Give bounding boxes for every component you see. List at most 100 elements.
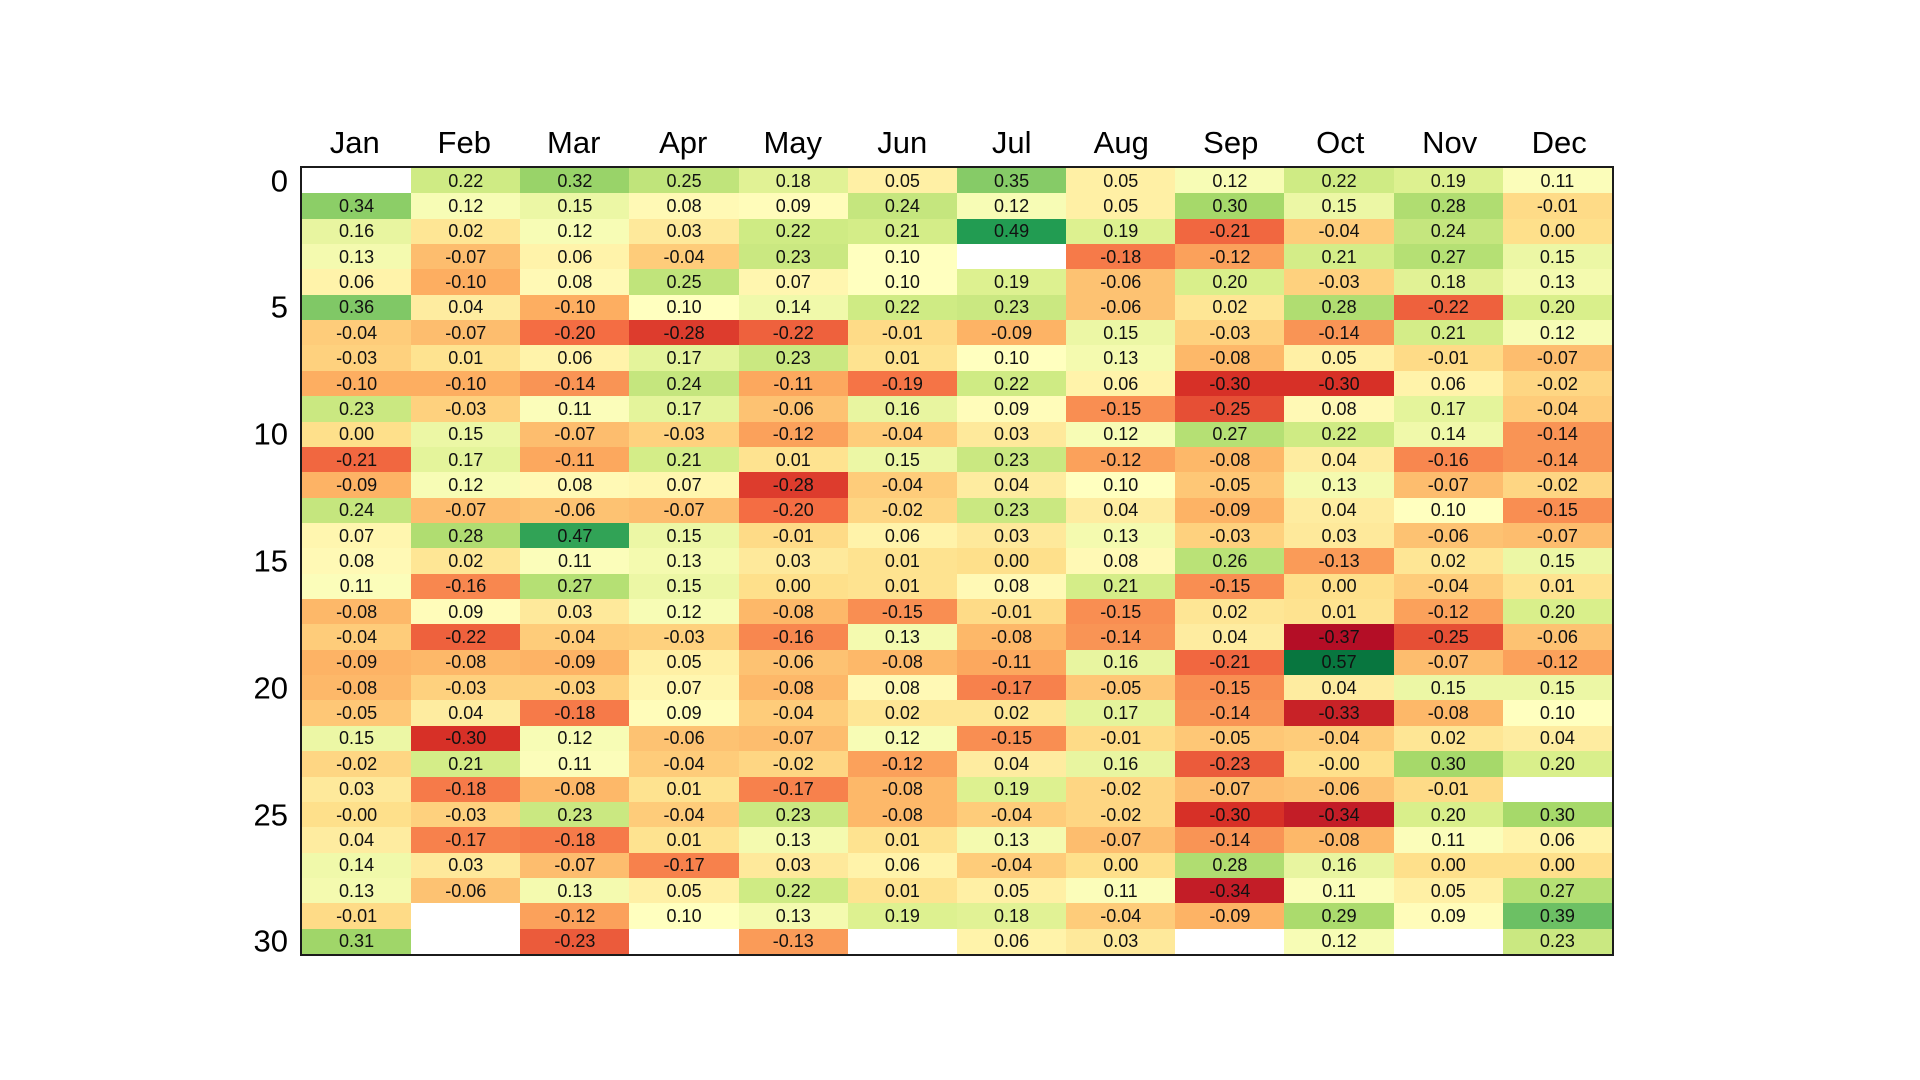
heatmap-cell: 0.11	[520, 751, 630, 777]
heatmap-cell: 0.19	[956, 776, 1067, 802]
heatmap-cell: -0.01	[847, 320, 957, 346]
heatmap-cell: 0.23	[1502, 928, 1612, 954]
heatmap-cell: -0.18	[520, 700, 630, 726]
heatmap-cell: 0.03	[520, 599, 630, 625]
heatmap-cell: 0.09	[956, 396, 1067, 422]
heatmap-cell: -0.14	[1502, 421, 1612, 447]
heatmap-cell: 0.03	[629, 218, 739, 245]
heatmap-cell: -0.11	[520, 446, 630, 473]
heatmap-cell: 0.04	[1066, 497, 1176, 523]
heatmap-cell: -0.08	[1284, 827, 1394, 853]
heatmap-cell: -0.03	[411, 801, 521, 828]
heatmap-cell: 0.27	[520, 573, 630, 600]
y-axis-label-30: 30	[253, 923, 288, 959]
heatmap-cell: 0.13	[1502, 269, 1612, 295]
heatmap-cell: -0.21	[302, 446, 412, 473]
heatmap-cell: -0.03	[1175, 522, 1285, 549]
heatmap-cell: 0.15	[1284, 193, 1394, 219]
heatmap-cell: 0.17	[629, 345, 739, 371]
heatmap-cell: -0.12	[1393, 599, 1503, 625]
heatmap-cell: 0.12	[1502, 320, 1612, 346]
heatmap-cell: 0.13	[629, 548, 739, 574]
heatmap-cell: 0.13	[520, 877, 630, 904]
heatmap-cell: -0.10	[411, 370, 521, 397]
heatmap-cell: 0.13	[1066, 345, 1176, 371]
heatmap-cell: -0.34	[1175, 877, 1285, 904]
heatmap-cell: -0.08	[847, 776, 957, 802]
heatmap-cell: 0.16	[302, 218, 412, 245]
heatmap-cell: -0.18	[520, 827, 630, 853]
heatmap-cell: -0.04	[302, 624, 412, 650]
heatmap-cell: 0.06	[520, 244, 630, 270]
heatmap-cell: 0.30	[1175, 193, 1285, 219]
heatmap-cell: -0.04	[1502, 396, 1612, 422]
heatmap-cell: 0.03	[738, 548, 848, 574]
heatmap-cell: -0.02	[1502, 370, 1612, 397]
heatmap-cell: -0.17	[738, 776, 848, 802]
heatmap-cell: 0.12	[1175, 168, 1285, 194]
heatmap-cell: 0.13	[847, 624, 957, 650]
heatmap-cell: 0.14	[738, 294, 848, 321]
heatmap-cell: -0.06	[738, 396, 848, 422]
heatmap-cell: -0.16	[411, 573, 521, 600]
x-axis-label-dec: Dec	[1531, 125, 1587, 160]
x-axis-label-apr: Apr	[659, 125, 708, 160]
heatmap-cell: -0.30	[1175, 370, 1285, 397]
heatmap-cell: -0.07	[629, 497, 739, 523]
heatmap-cell: 0.13	[302, 877, 412, 904]
heatmap-cell: -0.12	[738, 421, 848, 447]
x-axis-labels: Jan Feb Mar Apr May Jun Jul Aug Sep Oct Nov Dec	[300, 106, 1614, 160]
heatmap-cell: 0.02	[847, 700, 957, 726]
heatmap-cell: -0.06	[1066, 294, 1176, 321]
heatmap-cell: 0.34	[302, 193, 412, 219]
heatmap-cell: -0.04	[520, 624, 630, 650]
heatmap-cell: 0.12	[629, 599, 739, 625]
heatmap-cell: 0.15	[847, 446, 957, 473]
heatmap-cell: -0.25	[1175, 396, 1285, 422]
heatmap-cell: 0.23	[956, 497, 1067, 523]
heatmap-cell	[302, 168, 412, 194]
heatmap-cell: 0.11	[1284, 877, 1394, 904]
heatmap-cell: -0.02	[1066, 801, 1176, 828]
heatmap-cell: 0.12	[520, 725, 630, 752]
heatmap-cell: -0.03	[1284, 269, 1394, 295]
heatmap-cell: 0.29	[1284, 903, 1394, 929]
heatmap-cell: 0.32	[520, 168, 630, 194]
heatmap-cell: -0.15	[1066, 599, 1176, 625]
heatmap-cell: 0.09	[738, 193, 848, 219]
heatmap-cell: -0.05	[1175, 725, 1285, 752]
heatmap-cell: 0.15	[411, 421, 521, 447]
heatmap-cell: -0.04	[1066, 903, 1176, 929]
heatmap-cell: 0.11	[520, 548, 630, 574]
heatmap-cell: -0.03	[302, 345, 412, 371]
heatmap-cell: 0.26	[1175, 548, 1285, 574]
heatmap-cell: -0.17	[956, 675, 1067, 701]
heatmap-cell: -0.28	[629, 320, 739, 346]
heatmap-cell: 0.04	[1502, 725, 1612, 752]
heatmap-cell: 0.15	[1502, 675, 1612, 701]
heatmap-cell: 0.08	[1066, 548, 1176, 574]
heatmap-cell: 0.10	[1066, 472, 1176, 498]
heatmap-cell: 0.19	[847, 903, 957, 929]
heatmap-cell: 0.03	[1284, 522, 1394, 549]
heatmap-cell: 0.01	[1502, 573, 1612, 600]
y-axis-label-20: 20	[253, 670, 288, 706]
heatmap-cell: 0.11	[1066, 877, 1176, 904]
heatmap-cell: 0.00	[1066, 852, 1176, 878]
heatmap-cell: 0.08	[302, 548, 412, 574]
heatmap-cell: 0.47	[520, 522, 630, 549]
heatmap-cell: 0.27	[1175, 421, 1285, 447]
heatmap-cell: -0.02	[302, 751, 412, 777]
heatmap-cell: 0.10	[847, 244, 957, 270]
heatmap-cell: 0.24	[629, 370, 739, 397]
heatmap-cell: 0.22	[956, 370, 1067, 397]
heatmap-cell: 0.14	[302, 852, 412, 878]
heatmap-cell: 0.05	[847, 168, 957, 194]
heatmap-cell: 0.00	[956, 548, 1067, 574]
heatmap-cell: 0.04	[1284, 675, 1394, 701]
heatmap-cell: -0.03	[629, 421, 739, 447]
heatmap-cell: 0.08	[520, 472, 630, 498]
heatmap-cell: 0.15	[1393, 675, 1503, 701]
heatmap-cell: 0.23	[302, 396, 412, 422]
heatmap-cell: -0.04	[629, 244, 739, 270]
